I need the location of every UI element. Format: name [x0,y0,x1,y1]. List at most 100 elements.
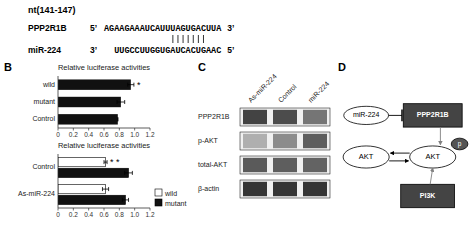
bar [58,114,118,124]
chart-title: Relative luciferase activities [58,63,150,72]
node-label: p [458,140,462,148]
x-tick-label: 1.2 [145,211,154,218]
error-cap [107,160,108,164]
blot-row [240,132,330,150]
bar-chart: Relative luciferase activities00.20.40.6… [4,61,155,138]
sequence-end: 5’ [227,45,234,55]
band [303,110,327,124]
band [303,182,327,196]
node [451,138,468,150]
x-tick-label: 1.2 [145,131,154,138]
bar [58,157,106,166]
error-bar [125,171,133,175]
pathway-panel: DmiR-224 PPP2R1B AKT AKT p PI3K [338,61,468,208]
band [273,110,297,124]
band [243,110,267,124]
bar [58,168,129,177]
marks [58,79,134,124]
band [273,158,297,172]
sequence-label: PPP2R1B [28,23,67,33]
error-bar [117,117,118,121]
error-cap [128,198,129,202]
node [344,106,389,124]
column-label: As-miR-224 [247,73,278,104]
band [303,158,327,172]
legend-label: wild [164,190,177,197]
node-label: AKT [425,152,440,161]
panel-label: C [198,61,206,73]
panel-label: D [338,61,346,73]
arrow [389,160,408,161]
base-pair [193,35,194,43]
error-bar [102,187,108,191]
error-line [128,84,134,85]
error-bar [104,160,107,164]
bar [58,184,106,193]
node [403,104,462,127]
sequence-end: 3’ [227,23,234,33]
row-label: PPP2R1B [198,113,230,120]
band [243,134,267,148]
legend: wild mutant [155,189,186,207]
error-cap [132,171,133,175]
bar [58,195,125,204]
sequence: UUGCCUUGGUGAUCACUGAAC [114,46,221,56]
error-cap [104,160,105,164]
x-tick-label: 1.0 [130,131,139,138]
row-label: β-actin [198,185,219,193]
row-label: p-AKT [198,137,219,145]
node-label: PPP2R1B [417,111,449,118]
category-label: Control [32,115,55,122]
sequence-panel: nt(141-147) PPP2R1B 5’ AGAAGAAAUCAUUUAGUGAC… [28,5,234,56]
error-cap [122,198,123,202]
error-cap [117,117,118,121]
legend-swatch [155,189,162,196]
node-label: AKT [359,152,374,161]
node [401,184,455,207]
x-tick-label: 0.8 [115,211,124,218]
error-line [104,162,107,163]
node [343,146,389,168]
category-label: wild [42,81,55,88]
band [243,158,267,172]
node [410,146,456,168]
error-cap [124,171,125,175]
blot-row [240,108,330,126]
x-tick-label: 0.2 [69,211,78,218]
error-line [102,189,108,190]
error-cap [102,187,103,191]
base-pair [172,35,173,43]
panel-label: B [4,61,12,73]
error-cap [117,100,118,104]
bar [58,79,131,89]
significance-mark: * * [110,157,120,167]
error-line [117,102,125,103]
error-cap [108,187,109,191]
x-tick-label: 0.6 [99,211,108,218]
band [303,134,327,148]
blot-row [240,156,330,174]
y-axis [58,76,59,128]
x-tick-label: 0.4 [84,131,93,138]
base-pair [203,35,204,43]
x-tick-label: 1.0 [130,211,139,218]
error-cap [133,83,134,87]
x-tick-label: 0.8 [115,131,124,138]
title: nt(141-147) [28,5,76,15]
chart-title: Relative luciferase activities [58,141,150,150]
sequence-end: 3’ [90,45,97,55]
figure: nt(141-147) PPP2R1B 5’ AGAAGAAAUCAUUUAGUGAC… [0,0,474,234]
category-label: mutant [34,98,55,105]
x-tick-label: 0 [56,211,60,218]
error-line [125,172,133,173]
arrow [430,168,433,184]
sequence-label: miR-224 [28,45,61,55]
blot-panel: CAs-miR-224ControlmiR-224PPP2R1Bp-AKTtot… [198,61,330,198]
sequence: AGAAGAAAUCAUUUAGUGACUUA [104,24,222,34]
node-label: miR-224 [353,111,380,118]
category-label: Control [32,163,55,170]
blot-row [240,180,330,198]
y-axis [58,154,59,208]
legend-label: mutant [165,200,186,207]
node-label: PI3K [420,192,436,199]
